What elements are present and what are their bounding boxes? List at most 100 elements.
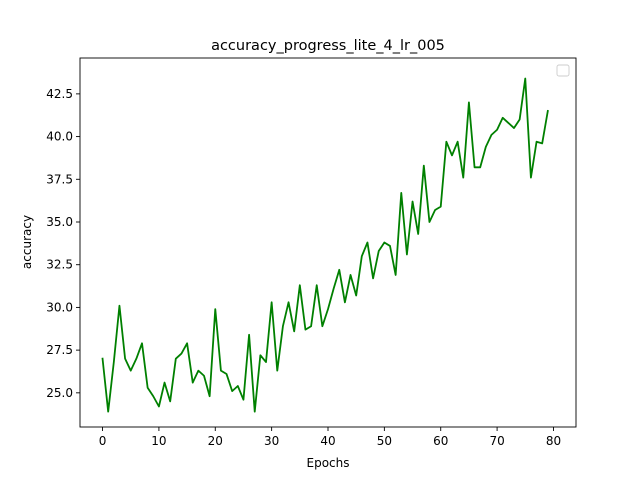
data-point: [428, 221, 430, 223]
data-point: [474, 166, 476, 168]
data-point: [547, 110, 549, 112]
data-point: [321, 325, 323, 327]
data-point: [400, 192, 402, 194]
data-point: [366, 242, 368, 243]
x-axis-label: Epochs: [307, 456, 350, 470]
y-axis-label: accuracy: [20, 215, 34, 269]
data-point: [395, 274, 397, 276]
y-tick-label: 40.0: [46, 130, 73, 144]
data-point: [248, 334, 250, 336]
data-point: [214, 308, 216, 310]
data-point: [434, 209, 436, 211]
data-point: [350, 274, 352, 276]
data-point: [445, 141, 447, 143]
data-point: [124, 358, 126, 360]
data-point: [406, 253, 408, 255]
plot-area: 0 10 20 30 40 50 60 70 80 25.0 27.5 30.0 32.5 35.0 37…: [46, 57, 577, 448]
y-tick-label: 32.5: [46, 258, 73, 272]
data-point: [490, 134, 492, 136]
data-point: [237, 385, 239, 387]
x-tick-label: 50: [377, 434, 392, 448]
data-point: [254, 411, 256, 413]
data-point: [513, 127, 515, 129]
data-point: [530, 177, 532, 179]
data-point: [242, 399, 244, 401]
data-point: [519, 119, 521, 120]
data-point: [135, 358, 137, 360]
data-point: [197, 370, 199, 372]
data-point: [468, 101, 470, 103]
legend-box: [556, 64, 570, 77]
series-line: [101, 77, 549, 413]
data-point: [276, 370, 278, 372]
y-tick-label: 25.0: [46, 386, 73, 400]
x-tick-label: 80: [546, 434, 561, 448]
data-point: [327, 308, 329, 310]
x-tick-label: 30: [264, 434, 279, 448]
data-point: [158, 406, 160, 407]
data-point: [524, 78, 526, 79]
data-point: [479, 166, 481, 168]
data-point: [333, 288, 335, 290]
x-tick-label: 70: [489, 434, 504, 448]
data-points: [102, 78, 549, 413]
data-point: [423, 165, 425, 167]
x-tick-label: 40: [320, 434, 335, 448]
data-point: [113, 361, 115, 363]
chart-title: accuracy_progress_lite_4_lr_005: [211, 38, 445, 54]
plot-background: [80, 58, 576, 427]
data-point: [288, 301, 290, 303]
x-axis: 0 10 20 30 40 50 60 70 80: [99, 427, 561, 448]
data-point: [412, 201, 414, 202]
data-point: [310, 325, 312, 327]
data-point: [316, 284, 318, 286]
data-point: [152, 395, 154, 397]
data-point: [147, 387, 149, 389]
data-point: [192, 382, 194, 384]
data-point: [107, 411, 109, 413]
data-point: [304, 329, 306, 331]
y-tick-label: 27.5: [46, 343, 73, 357]
data-point: [485, 146, 487, 148]
data-point: [141, 342, 143, 344]
data-point: [536, 141, 538, 143]
data-point: [102, 358, 104, 360]
data-point: [186, 342, 188, 344]
data-point: [417, 233, 419, 235]
data-point: [440, 206, 442, 208]
data-point: [344, 301, 346, 303]
x-tick-label: 20: [208, 434, 223, 448]
x-tick-label: 60: [433, 434, 448, 448]
data-point: [271, 301, 273, 303]
y-tick-label: 35.0: [46, 215, 73, 229]
x-tick-label: 0: [99, 434, 107, 448]
data-point: [259, 354, 261, 356]
data-point: [462, 177, 464, 179]
data-point: [496, 129, 498, 131]
x-tick-label: 10: [151, 434, 166, 448]
data-point: [130, 370, 132, 372]
data-point: [451, 154, 453, 156]
data-point: [457, 141, 459, 143]
data-point: [502, 117, 504, 119]
data-point: [164, 382, 166, 384]
data-point: [338, 269, 340, 271]
data-point: [203, 375, 205, 377]
data-point: [231, 390, 233, 392]
data-point: [282, 325, 284, 327]
data-point: [220, 370, 222, 372]
data-point: [299, 284, 301, 286]
data-point: [507, 122, 509, 124]
plot-frame: [79, 57, 577, 428]
data-point: [180, 353, 182, 355]
data-point: [226, 373, 228, 375]
data-point: [383, 242, 385, 243]
y-axis: 25.0 27.5 30.0 32.5 35.0 37.5 40.0 42.5: [46, 87, 80, 400]
data-point: [541, 142, 543, 144]
data-point: [118, 305, 120, 307]
y-tick-label: 42.5: [46, 87, 73, 101]
data-point: [389, 245, 391, 247]
y-tick-label: 30.0: [46, 300, 73, 314]
data-point: [378, 250, 380, 252]
